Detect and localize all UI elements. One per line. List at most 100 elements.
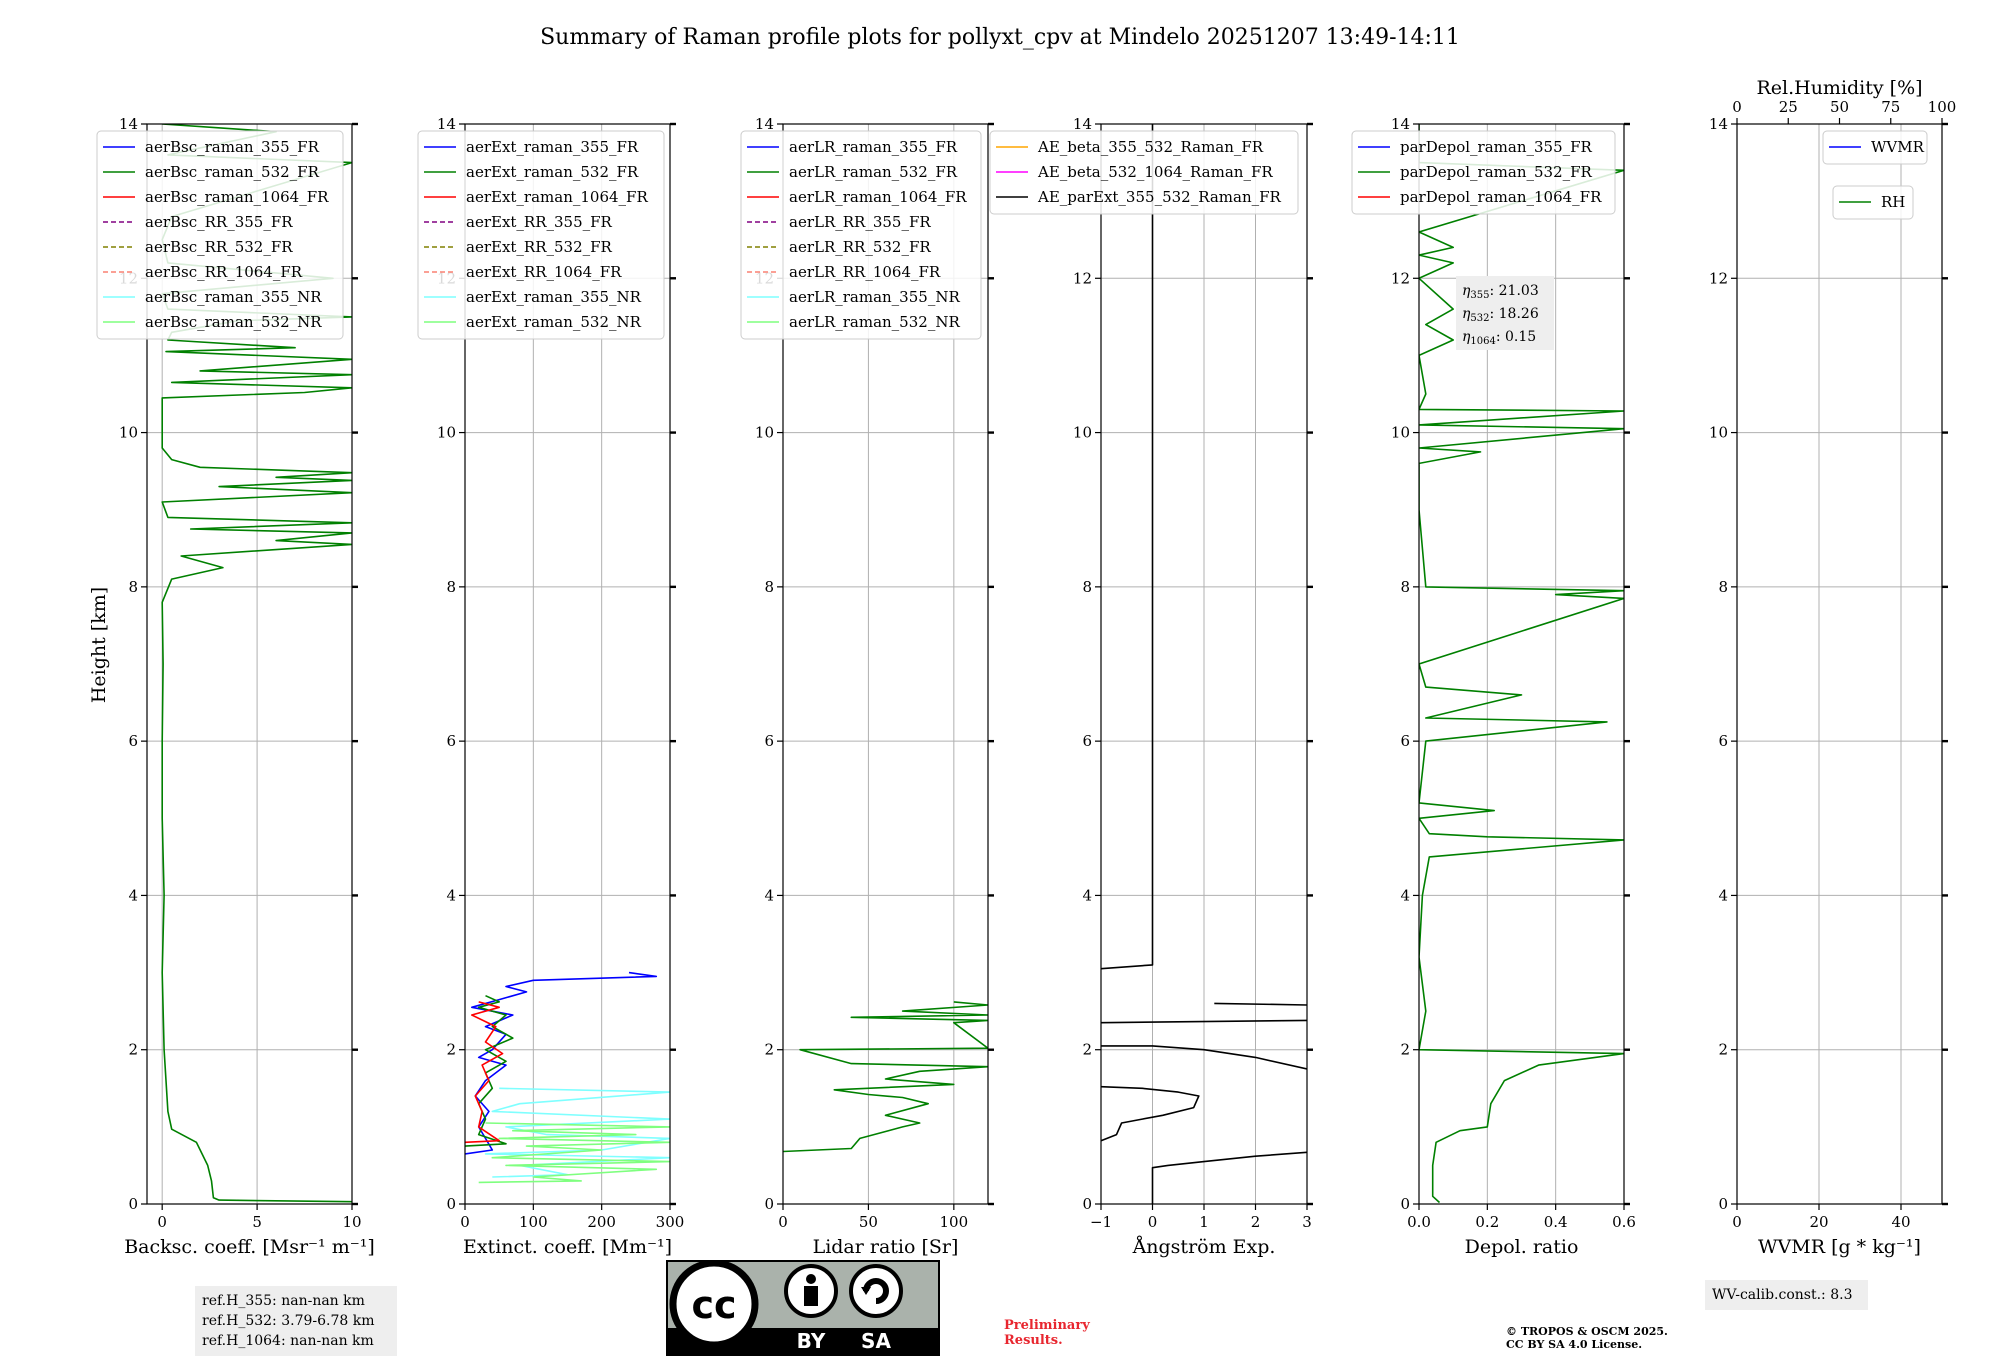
x-axis-label-ext: Extinct. coeff. [Mm⁻¹] bbox=[463, 1236, 672, 1258]
y-tick-label: 6 bbox=[1082, 732, 1092, 750]
cc-logo-icon bbox=[669, 1259, 759, 1349]
legend-entry: aerExt_RR_532_FR bbox=[466, 238, 613, 256]
y-tick-label: 14 bbox=[437, 115, 456, 133]
y-tick-label: 2 bbox=[1400, 1041, 1410, 1059]
notes-wv: WV-calib.const.: 8.3 bbox=[1705, 1280, 1868, 1310]
series-parDepol_raman_532_FR bbox=[1419, 124, 1624, 1204]
x-tick-label: 40 bbox=[1891, 1213, 1910, 1231]
x-axis-label-depol: Depol. ratio bbox=[1465, 1236, 1579, 1258]
panel-ext: 024681012140100200300Extinct. coeff. [Mm… bbox=[417, 115, 685, 1258]
x-axis-label-ae: Ångström Exp. bbox=[1132, 1236, 1276, 1258]
x-tick-label: 3 bbox=[1302, 1213, 1312, 1231]
legend-entry: aerLR_RR_1064_FR bbox=[789, 263, 941, 281]
x-tick-label: 20 bbox=[1809, 1213, 1828, 1231]
x-tick-label: 10 bbox=[342, 1213, 361, 1231]
legend-entry: WVMR bbox=[1871, 138, 1925, 156]
panel-depol: 0 2 4 6 8 10 12 14 0.0 0.2 0.4 0.6 Depol. ratio parDe… bbox=[1351, 115, 1636, 1258]
y-tick-label: 14 bbox=[755, 115, 774, 133]
x-tick-label: 300 bbox=[656, 1213, 685, 1231]
legend-entry: aerBsc_RR_1064_FR bbox=[145, 263, 303, 281]
y-tick-label: 4 bbox=[1400, 886, 1410, 904]
legend-box bbox=[96, 130, 344, 340]
legend-box bbox=[1351, 130, 1616, 215]
legend-entry: aerExt_raman_355_FR bbox=[466, 138, 639, 156]
y-tick-label: 8 bbox=[1400, 578, 1410, 596]
x-tick-label: 100 bbox=[940, 1213, 969, 1231]
legend-entry: aerLR_raman_1064_FR bbox=[789, 188, 967, 206]
y-tick-label: 14 bbox=[1709, 115, 1728, 133]
series-AE_parExt_355_532_Raman_FR_b bbox=[1101, 1085, 1200, 1142]
legend-box bbox=[740, 130, 982, 340]
y-tick-label: 6 bbox=[1400, 732, 1410, 750]
y-tick-label: 0 bbox=[128, 1195, 138, 1213]
x-tick-label: 0.4 bbox=[1544, 1213, 1568, 1231]
x-tick-label: 0.6 bbox=[1612, 1213, 1636, 1231]
y-tick-label: 12 bbox=[1073, 269, 1092, 287]
y-tick-label: 6 bbox=[128, 732, 138, 750]
x-tick-label: 1 bbox=[1199, 1213, 1209, 1231]
note-line: ref.H_1064: nan-nan km bbox=[202, 1333, 374, 1349]
series-AE_parExt_355_532_Raman_FR_f bbox=[1101, 124, 1154, 970]
x-tick-label: 0.2 bbox=[1475, 1213, 1499, 1231]
x-tick-label: −1 bbox=[1090, 1213, 1112, 1231]
series-aerExt_raman_1064_FR bbox=[465, 1001, 504, 1144]
y-tick-label: 4 bbox=[1718, 886, 1728, 904]
legend-ext: aerExt_raman_355_FR aerExt_raman_532_FRae… bbox=[417, 130, 665, 340]
legend-entry: parDepol_raman_1064_FR bbox=[1400, 188, 1602, 206]
y-tick-label: 8 bbox=[128, 578, 138, 596]
x-axis-label-wv: WVMR [g * kg⁻¹] bbox=[1758, 1236, 1921, 1258]
y-tick-label: 6 bbox=[446, 732, 456, 750]
top-axis-label: Rel.Humidity [%] bbox=[1756, 77, 1922, 99]
axes-frame bbox=[1736, 123, 1943, 1205]
x-tick-label: 0 bbox=[460, 1213, 470, 1231]
legend-box bbox=[989, 130, 1299, 215]
legend-entry: aerExt_raman_355_NR bbox=[466, 288, 642, 306]
y-tick-label: 10 bbox=[755, 424, 774, 442]
legend-box bbox=[1832, 185, 1914, 220]
legend-entry: aerLR_raman_532_NR bbox=[789, 313, 960, 331]
copyright-notice: © TROPOS & OSCM 2025. CC BY SA 4.0 Licen… bbox=[1506, 1325, 1668, 1351]
note-line: ref.H_532: 3.79-6.78 km bbox=[202, 1313, 375, 1329]
y-tick-label: 4 bbox=[764, 886, 774, 904]
y-tick-label: 6 bbox=[1718, 732, 1728, 750]
axes-frame bbox=[146, 123, 353, 1205]
x-tick-label: 100 bbox=[519, 1213, 548, 1231]
top-x-tick-label: 25 bbox=[1779, 98, 1798, 116]
y-axis-label: Height [km] bbox=[88, 587, 110, 703]
note-line: WV-calib.const.: 8.3 bbox=[1712, 1287, 1852, 1303]
legend-box bbox=[1822, 130, 1928, 165]
top-x-tick-label: 75 bbox=[1881, 98, 1900, 116]
x-tick-label: 0 bbox=[157, 1213, 167, 1231]
notes-bsc: ref.H_355: nan-nan km ref.H_532: 3.79-6.7… bbox=[195, 1286, 397, 1356]
eta-label: η532: 18.26 bbox=[1462, 306, 1539, 324]
y-tick-label: 0 bbox=[1718, 1195, 1728, 1213]
y-tick-label: 2 bbox=[446, 1041, 456, 1059]
panel-lr: 02468101214050100Lidar ratio [Sr]aerLR_r… bbox=[740, 115, 994, 1258]
x-tick-label: 200 bbox=[587, 1213, 616, 1231]
legend-entry: aerLR_raman_532_FR bbox=[789, 163, 958, 181]
eta-label: η1064: 0.15 bbox=[1462, 329, 1536, 347]
svg-text:cc: cc bbox=[691, 1283, 736, 1327]
cc-license-badge: cc BY SA bbox=[666, 1259, 940, 1356]
axes-frame bbox=[1418, 123, 1625, 1205]
eta-annotation: η355: 21.03 η532: 18.26 η1064: 0.15 bbox=[1456, 276, 1554, 350]
series-AE_parExt_355_532_Raman_FR bbox=[1151, 1151, 1307, 1204]
panel-bsc: 024681012140510Backsc. coeff. [Msr⁻¹ m⁻¹… bbox=[96, 115, 397, 1356]
legend-box bbox=[417, 130, 665, 340]
legend-entry: AE_parExt_355_532_Raman_FR bbox=[1037, 188, 1282, 206]
legend-entry: AE_beta_532_1064_Raman_FR bbox=[1037, 163, 1273, 181]
legend-depol: parDepol_raman_355_FR parDepol_raman_532_… bbox=[1351, 130, 1616, 215]
axes-frame bbox=[464, 123, 671, 1205]
legend2-wv: RH bbox=[1832, 185, 1914, 220]
series-AE_parExt_355_532_Raman_FR_e bbox=[1214, 1002, 1307, 1006]
y-tick-label: 0 bbox=[764, 1195, 774, 1213]
top-x-tick-label: 50 bbox=[1830, 98, 1849, 116]
y-tick-label: 2 bbox=[128, 1041, 138, 1059]
series-AE_parExt_355_532_Raman_FR_d bbox=[1101, 1019, 1307, 1024]
y-tick-label: 2 bbox=[1718, 1041, 1728, 1059]
legend-entry: aerBsc_raman_532_FR bbox=[145, 163, 320, 181]
y-tick-label: 8 bbox=[1082, 578, 1092, 596]
legend-bsc: aerBsc_raman_355_FR aerBsc_raman_532_FRae… bbox=[96, 130, 344, 340]
legend-ae: AE_beta_355_532_Raman_FR AE_beta_532_1064… bbox=[989, 130, 1299, 215]
